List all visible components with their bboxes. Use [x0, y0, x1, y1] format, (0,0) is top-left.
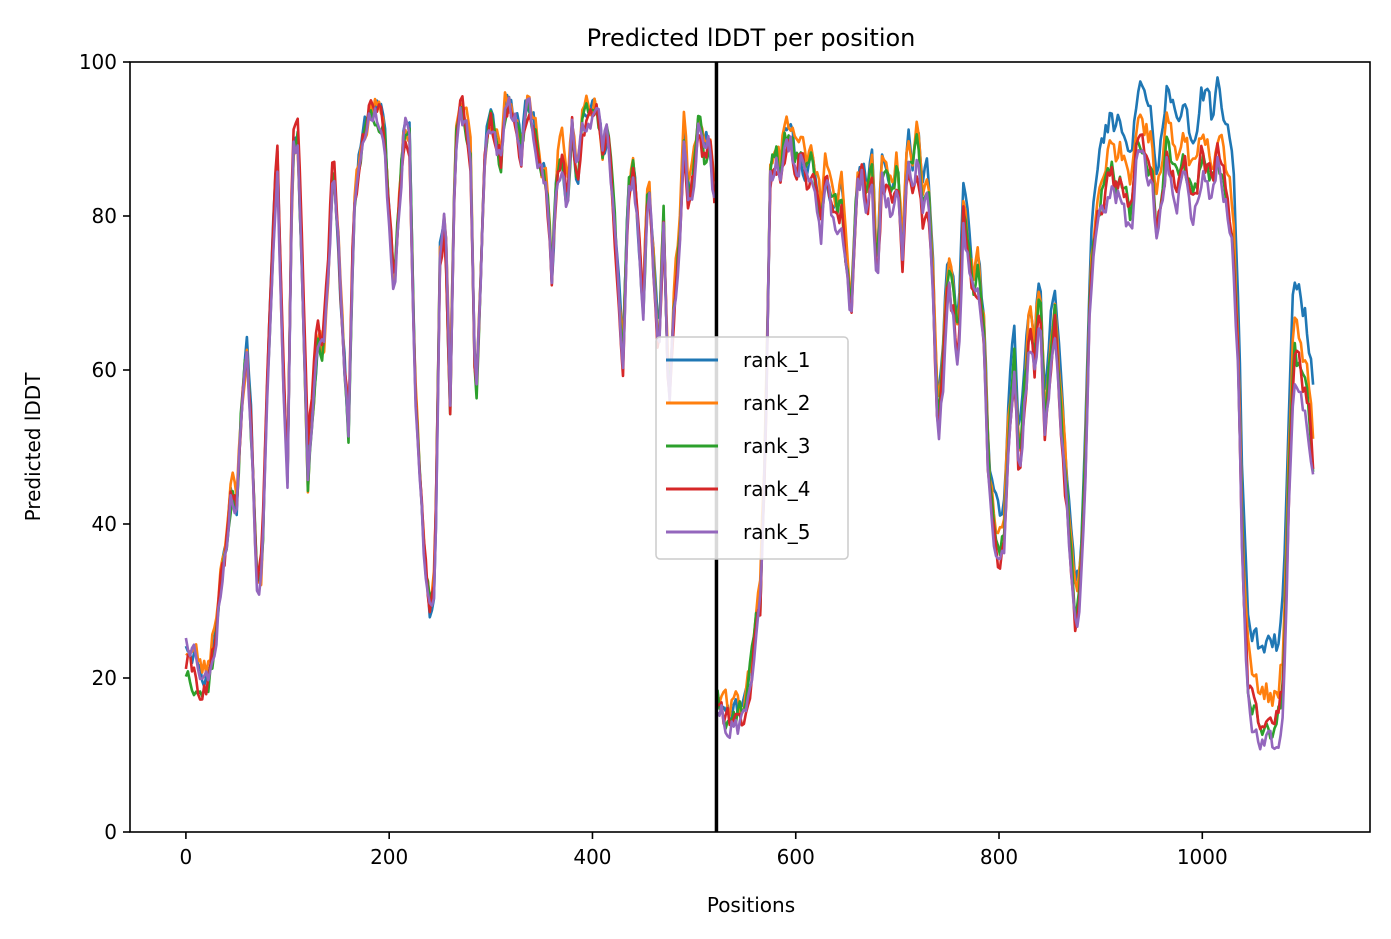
legend-box: [655, 336, 849, 560]
x-tick-label: 800: [980, 845, 1018, 869]
chart-title: Predicted lDDT per position: [587, 24, 916, 52]
y-tick-label: 80: [92, 204, 117, 228]
y-axis: 0 20 40 60 80 100: [79, 50, 130, 844]
x-tick-label: 400: [573, 845, 611, 869]
legend: rank_1 rank_2 rank_3 rank_4 rank_5: [655, 336, 849, 560]
x-tick-label: 200: [370, 845, 408, 869]
legend-label-rank_1: rank_1: [743, 348, 810, 372]
x-tick-label: 600: [777, 845, 815, 869]
x-axis-label: Positions: [707, 893, 795, 917]
legend-label-rank_2: rank_2: [743, 391, 810, 415]
x-tick-label: 0: [180, 845, 193, 869]
x-tick-label: 1000: [1177, 845, 1228, 869]
plot-frame: [129, 61, 1371, 833]
series-line-rank_5: [184, 96, 716, 682]
y-tick-label: 100: [79, 50, 117, 74]
y-axis-label: Predicted lDDT: [21, 372, 45, 522]
y-tick-label: 20: [92, 666, 117, 690]
y-tick-label: 40: [92, 512, 117, 536]
y-tick-label: 0: [104, 820, 117, 844]
legend-label-rank_5: rank_5: [743, 520, 810, 544]
y-tick-label: 60: [92, 358, 117, 382]
plot-lines: [184, 76, 1315, 751]
legend-label-rank_4: rank_4: [743, 477, 810, 501]
x-axis: 0 200 400 600 800 1000: [180, 832, 1228, 869]
legend-label-rank_3: rank_3: [743, 434, 810, 458]
series-line-rank_5: [716, 135, 1315, 751]
